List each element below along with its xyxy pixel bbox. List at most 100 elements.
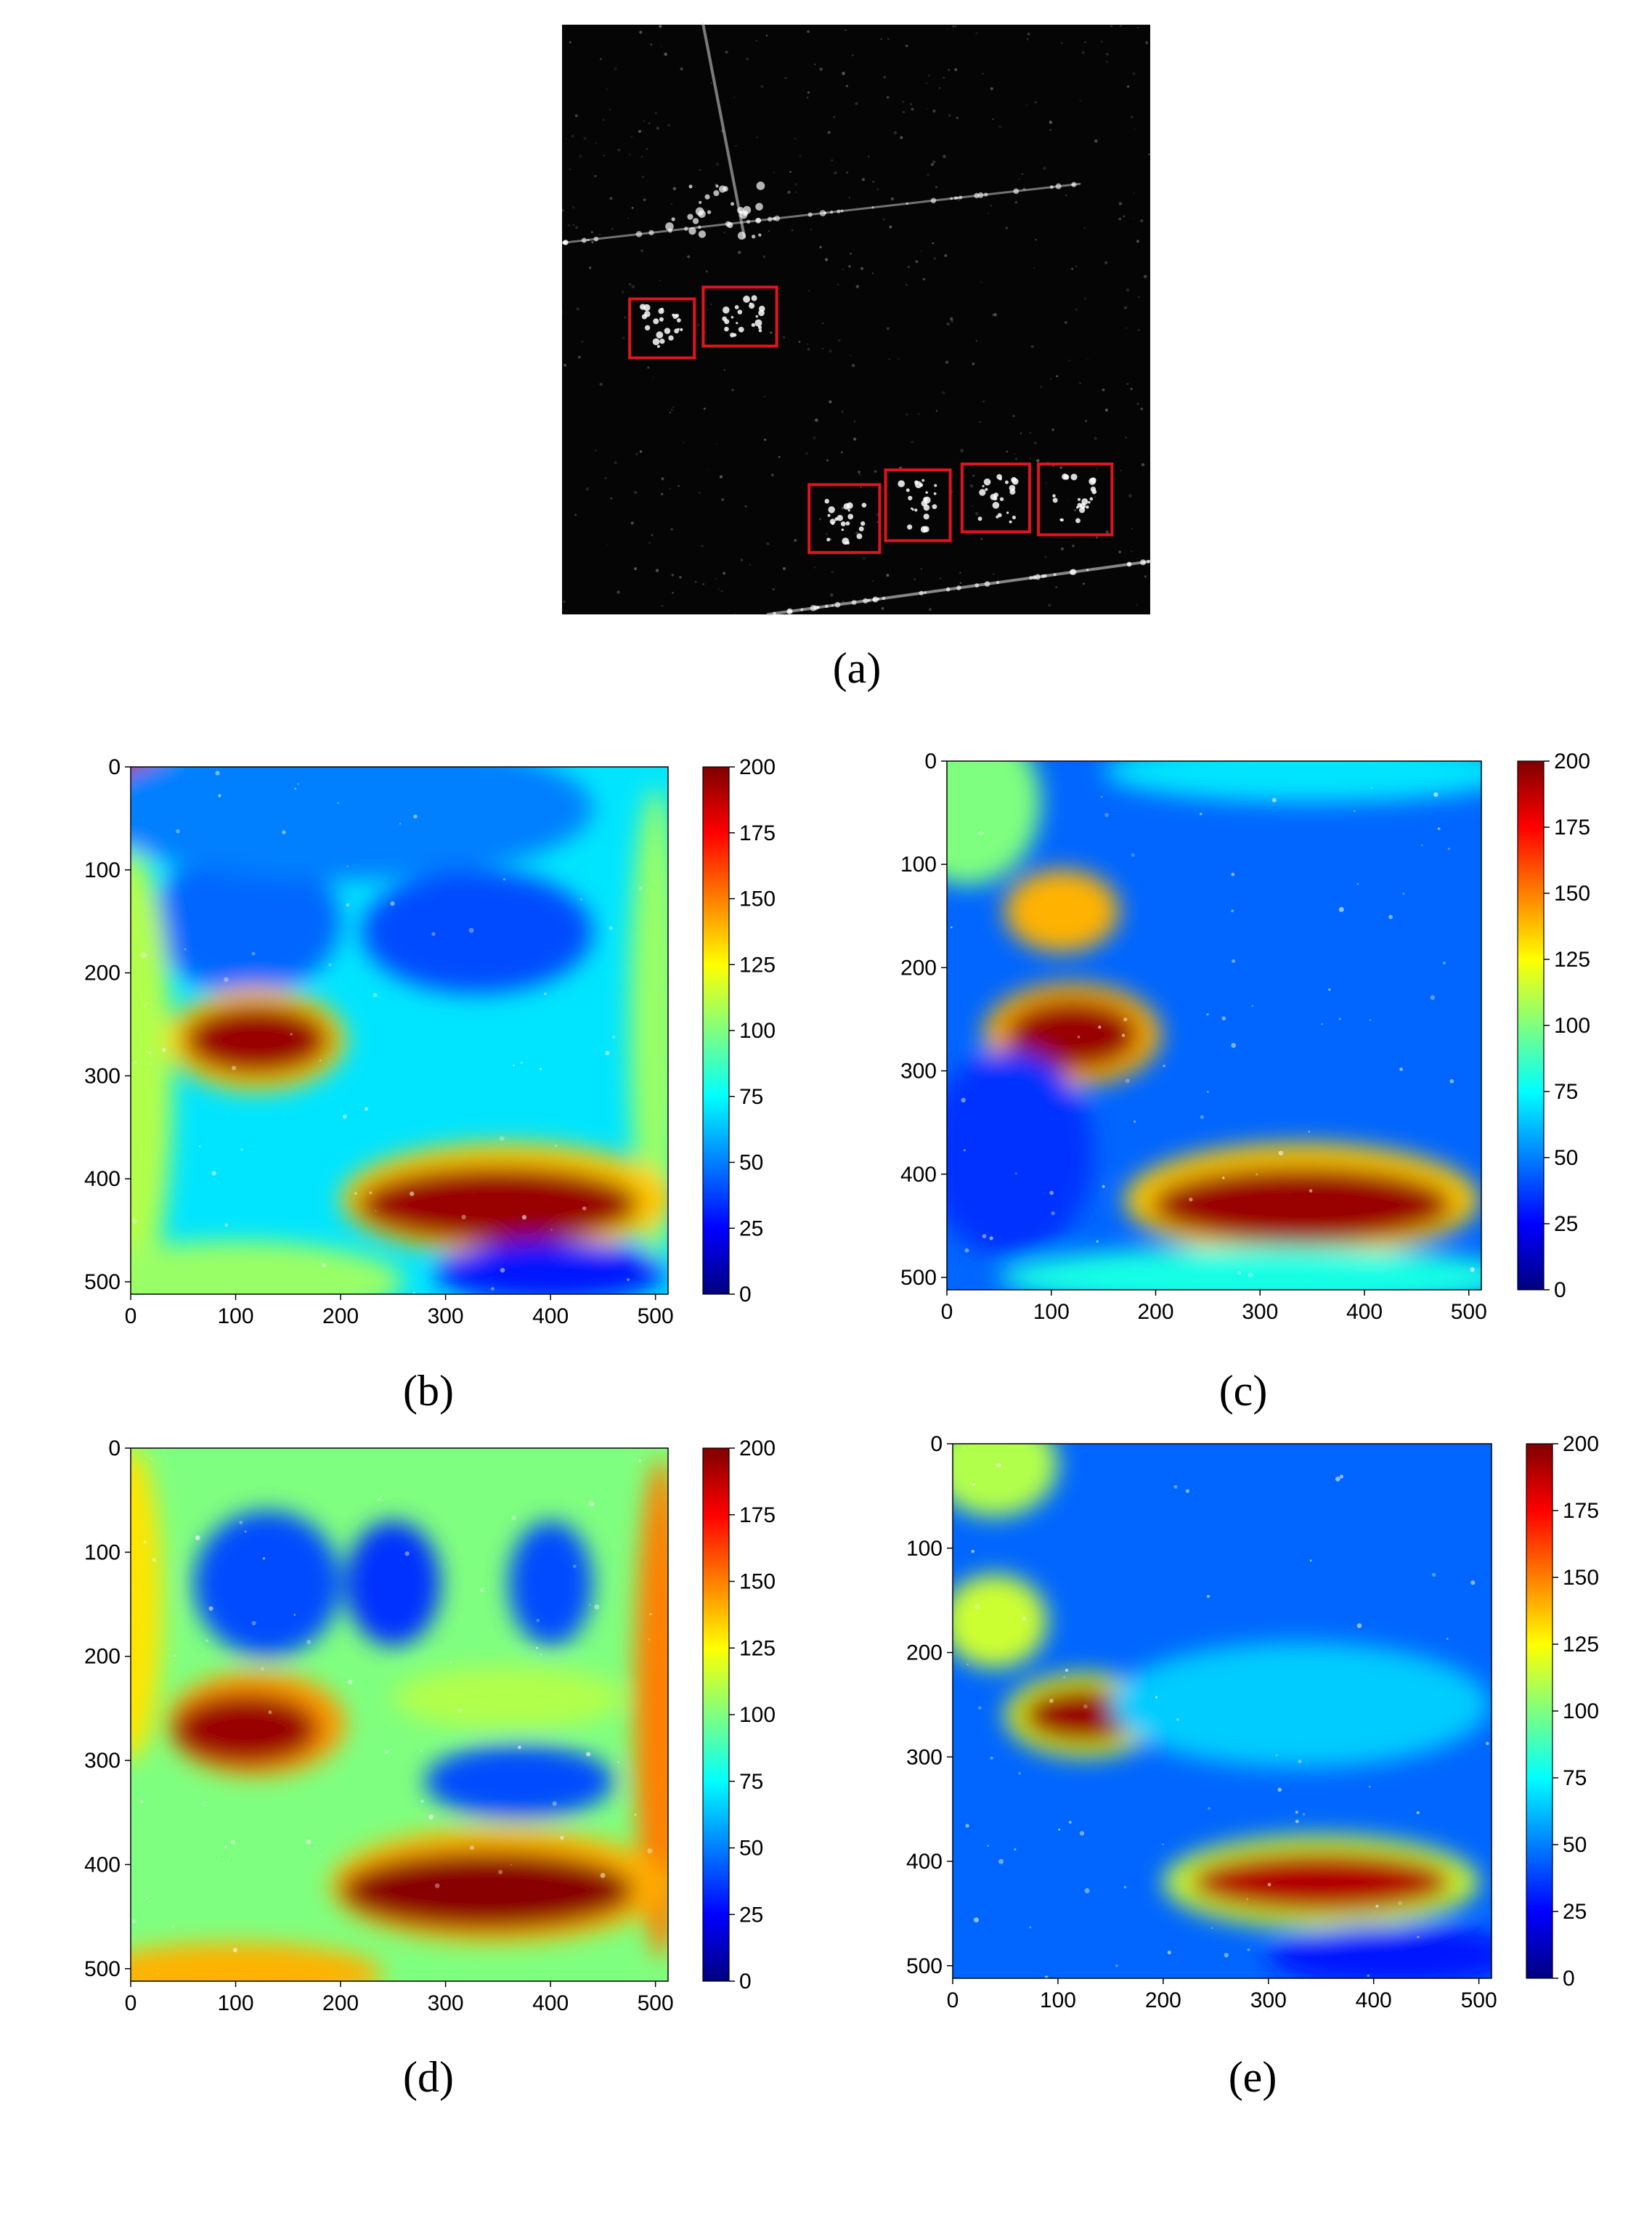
heatmap-overlay-speck: [1155, 1696, 1158, 1699]
sar-speckle: [702, 583, 704, 585]
panel-caption: (d): [403, 2053, 454, 2101]
sar-road-scatter: [823, 211, 827, 215]
sar-speckle: [1083, 227, 1086, 229]
sar-road-scatter: [930, 198, 937, 203]
sar-speckle: [639, 450, 643, 453]
sar-speckle: [834, 171, 837, 175]
target-scatter: [722, 306, 730, 314]
heatmap-overlay-speck: [554, 1145, 557, 1147]
heatmap-blob: [1004, 869, 1120, 953]
heatmap-overlay-speck: [989, 1236, 993, 1240]
heatmap-overlay-speck: [972, 1483, 975, 1487]
colorbar-tick-label: 150: [1563, 1566, 1599, 1590]
colorbar-tick-label: 50: [739, 1151, 763, 1175]
sar-speckle: [853, 437, 857, 441]
colorbar-tick-label: 0: [1563, 1967, 1575, 1991]
sar-speckle: [1118, 217, 1122, 221]
colorbar-tick-label: 100: [1554, 1014, 1590, 1038]
sar-speckle: [569, 168, 571, 171]
sar-speckle: [733, 97, 736, 99]
heatmap-blob: [947, 1050, 1094, 1257]
sar-speckle: [1040, 386, 1043, 389]
sar-speckle: [563, 363, 567, 367]
sar-speckle: [746, 57, 749, 61]
heatmap-overlay-speck: [971, 1549, 975, 1553]
heatmap-overlay-speck: [977, 1706, 982, 1710]
sar-speckle: [671, 409, 673, 411]
sar-speckle: [631, 285, 635, 289]
heatmap-overlay-speck: [230, 1840, 236, 1845]
y-tick-label: 100: [900, 853, 937, 877]
sar-speckle: [1120, 470, 1122, 471]
sar-speckle: [825, 532, 828, 536]
target-scatter: [734, 305, 739, 309]
target-scatter: [837, 515, 843, 521]
heatmap-overlay-speck: [306, 1639, 312, 1645]
sar-speckle: [672, 187, 677, 191]
sar-speckle: [1014, 452, 1016, 455]
sar-speckle: [881, 607, 884, 610]
sar-speckle: [603, 155, 605, 157]
sar-speckle: [918, 413, 920, 415]
colorbar-tick-label: 0: [1554, 1278, 1566, 1302]
sar-speckle: [1148, 153, 1151, 156]
target-scatter: [659, 338, 665, 344]
sar-speckle: [813, 566, 815, 569]
sar-speckle: [672, 592, 674, 594]
heatmap-overlay-speck: [605, 1051, 610, 1056]
heatmap-overlay-speck: [420, 1749, 423, 1752]
sar-speckle: [606, 88, 608, 91]
sar-speckle: [611, 228, 614, 230]
sar-speckle: [1022, 173, 1023, 175]
sar-road-scatter: [1086, 569, 1089, 572]
sar-speckle: [990, 87, 993, 91]
sar-speckle: [672, 406, 675, 409]
sar-speckle: [718, 588, 720, 590]
target-scatter: [674, 328, 680, 334]
heatmap-overlay-speck: [134, 1060, 137, 1064]
sar-speckle: [1120, 25, 1122, 27]
heatmap-overlay-speck: [321, 1262, 327, 1268]
sar-speckle: [1130, 115, 1134, 118]
sar-speckle: [889, 225, 892, 229]
heatmap-overlay-speck: [589, 1501, 595, 1506]
heatmap-overlay-speck: [420, 1799, 424, 1803]
heatmap-overlay-speck: [319, 1060, 322, 1062]
sar-speckle: [807, 30, 810, 33]
sar-speckle: [920, 251, 922, 252]
sar-road-scatter: [789, 609, 792, 613]
sar-speckle: [1044, 556, 1046, 558]
heatmap-overlay-speck: [1247, 1948, 1250, 1951]
sar-speckle: [749, 564, 752, 566]
detection-box: [628, 297, 696, 359]
sar-speckle: [806, 97, 809, 99]
sar-speckle: [610, 497, 613, 500]
sar-speckle: [1075, 265, 1078, 267]
colorbar-tick-label: 50: [1554, 1146, 1578, 1170]
heatmap-overlay-speck: [390, 901, 395, 906]
sar-speckle: [853, 420, 856, 423]
sar-speckle: [830, 593, 834, 597]
heatmap-overlay-speck: [1068, 1821, 1072, 1824]
heatmap-overlay-speck: [967, 1663, 969, 1666]
heatmap-overlay-speck: [449, 1661, 452, 1664]
heatmap-overlay-speck: [1367, 1974, 1370, 1978]
target-scatter: [755, 315, 758, 318]
sar-speckle: [716, 443, 717, 445]
target-scatter: [644, 325, 651, 331]
sar-speckle: [814, 418, 818, 422]
heatmap-overlay-speck: [342, 1114, 347, 1119]
colorbar-tick-label: 125: [1554, 948, 1590, 972]
target-scatter: [979, 489, 986, 496]
target-scatter: [914, 508, 918, 512]
sar-speckle: [699, 168, 701, 171]
sar-speckle: [935, 186, 937, 189]
heatmap-overlay-speck: [647, 1848, 653, 1854]
heatmap-overlay-speck: [260, 1667, 264, 1671]
heatmap-overlay-speck: [1232, 959, 1236, 963]
sar-speckle: [1012, 414, 1015, 418]
detection-box: [807, 483, 882, 554]
sar-speckle: [829, 349, 832, 353]
sar-speckle: [791, 229, 794, 232]
sar-speckle: [902, 100, 905, 103]
